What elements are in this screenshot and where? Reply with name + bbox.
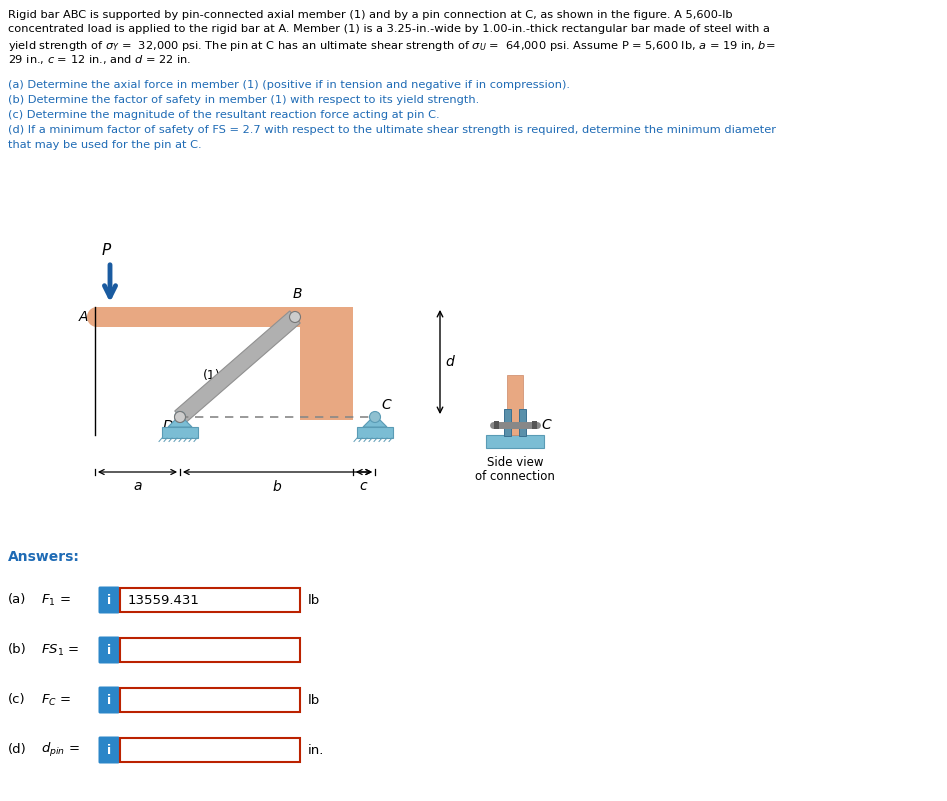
FancyBboxPatch shape [98, 637, 119, 663]
Text: $d_{pin}$ =: $d_{pin}$ = [41, 741, 80, 759]
Text: of connection: of connection [475, 470, 555, 483]
Polygon shape [353, 327, 368, 342]
Bar [120, 738, 300, 762]
Text: $d$: $d$ [445, 355, 456, 369]
Bar [357, 427, 393, 438]
Text: (d): (d) [8, 743, 27, 756]
Text: $C$: $C$ [381, 398, 393, 412]
Text: $A$: $A$ [78, 310, 89, 324]
Wedge shape [353, 327, 368, 342]
Circle shape [174, 412, 186, 422]
Text: i: i [107, 694, 111, 706]
Bar [120, 688, 300, 712]
Text: $B$: $B$ [292, 287, 302, 301]
Text: (c): (c) [8, 694, 26, 706]
Text: Rigid bar ABC is supported by pin-connected axial member (1) and by a pin connec: Rigid bar ABC is supported by pin-connec… [8, 10, 733, 20]
Text: yield strength of $\sigma_Y$ =  32,000 psi. The pin at C has an ultimate shear s: yield strength of $\sigma_Y$ = 32,000 ps… [8, 39, 776, 53]
Circle shape [174, 412, 186, 422]
Polygon shape [168, 415, 192, 427]
Text: $F_C$ =: $F_C$ = [41, 692, 71, 707]
Bar [120, 638, 300, 662]
Text: in.: in. [308, 743, 325, 756]
FancyBboxPatch shape [98, 686, 119, 714]
Polygon shape [300, 307, 353, 420]
Text: i: i [107, 643, 111, 657]
Text: (a): (a) [8, 594, 27, 606]
Text: concentrated load is applied to the rigid bar at A. Member (1) is a 3.25-in.-wid: concentrated load is applied to the rigi… [8, 25, 770, 34]
Text: 29 in., $c$ = 12 in., and $d$ = 22 in.: 29 in., $c$ = 12 in., and $d$ = 22 in. [8, 54, 191, 66]
Text: (1): (1) [204, 368, 221, 381]
Text: lb: lb [308, 594, 320, 606]
Text: $a$: $a$ [133, 479, 142, 493]
Text: 13559.431: 13559.431 [128, 594, 200, 606]
Bar [494, 421, 499, 429]
Polygon shape [95, 307, 353, 327]
Circle shape [369, 412, 381, 422]
Bar [486, 435, 544, 448]
FancyBboxPatch shape [98, 586, 119, 614]
Text: $D$: $D$ [162, 419, 174, 433]
Bar [519, 409, 526, 436]
Text: Answers:: Answers: [8, 550, 80, 564]
Bar [532, 421, 537, 429]
Text: $b$: $b$ [273, 479, 282, 494]
Text: $F_1$ =: $F_1$ = [41, 593, 71, 607]
Text: (b): (b) [8, 643, 27, 657]
Text: i: i [107, 743, 111, 756]
Bar [120, 588, 300, 612]
Text: that may be used for the pin at C.: that may be used for the pin at C. [8, 140, 202, 150]
Text: $c$: $c$ [359, 479, 368, 493]
Wedge shape [87, 307, 97, 327]
Text: Side view: Side view [487, 456, 544, 469]
Text: $C$: $C$ [537, 418, 553, 432]
Text: lb: lb [308, 694, 320, 706]
Polygon shape [363, 415, 387, 427]
Text: (d) If a minimum factor of safety of FS = 2.7 with respect to the ultimate shear: (d) If a minimum factor of safety of FS … [8, 125, 776, 135]
Polygon shape [175, 311, 300, 423]
Circle shape [290, 312, 300, 323]
Text: (b) Determine the factor of safety in member (1) with respect to its yield stren: (b) Determine the factor of safety in me… [8, 95, 479, 105]
FancyBboxPatch shape [98, 736, 119, 763]
Text: (c) Determine the magnitude of the resultant reaction force acting at pin C.: (c) Determine the magnitude of the resul… [8, 110, 439, 120]
Text: $FS_1$ =: $FS_1$ = [41, 642, 80, 658]
Text: $P$: $P$ [101, 242, 113, 258]
Bar [504, 409, 511, 436]
Text: i: i [107, 594, 111, 606]
Bar [162, 427, 198, 438]
Bar [507, 375, 523, 435]
Text: (a) Determine the axial force in member (1) (positive if in tension and negative: (a) Determine the axial force in member … [8, 80, 570, 90]
